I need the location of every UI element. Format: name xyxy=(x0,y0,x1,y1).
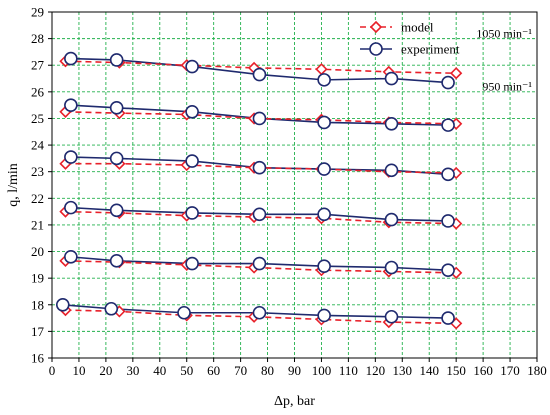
experiment-point xyxy=(64,200,78,215)
speed-group xyxy=(59,150,463,182)
experiment-point xyxy=(317,162,331,176)
experiment-point xyxy=(185,105,199,119)
experiment-point xyxy=(384,116,399,131)
experiment-point xyxy=(384,309,399,324)
x-tick-label: 150 xyxy=(446,363,466,378)
y-tick-label: 17 xyxy=(31,324,45,339)
experiment-point xyxy=(109,151,124,166)
x-tick-label: 140 xyxy=(419,363,439,378)
x-tick-label: 80 xyxy=(261,363,274,378)
speed-label: 1050 min⁻¹ xyxy=(476,26,532,40)
y-tick-label: 24 xyxy=(31,138,45,153)
x-tick-label: 180 xyxy=(527,363,547,378)
x-tick-label: 90 xyxy=(288,363,301,378)
experiment-point xyxy=(185,256,199,271)
experiment-point xyxy=(185,206,199,220)
y-tick-label: 26 xyxy=(31,84,45,99)
y-axis-title: q, l/min xyxy=(6,163,21,207)
x-tick-label: 10 xyxy=(72,363,85,378)
y-tick-label: 22 xyxy=(31,191,44,206)
experiment-point xyxy=(109,101,124,115)
speed-group xyxy=(59,250,463,279)
experiment-point xyxy=(252,207,267,222)
experiment-point xyxy=(317,73,331,87)
experiment-point xyxy=(441,118,455,132)
experiment-point xyxy=(384,71,399,86)
experiment-point xyxy=(317,207,331,222)
x-tick-label: 100 xyxy=(312,363,332,378)
experiment-point xyxy=(55,297,70,312)
y-tick-label: 19 xyxy=(31,271,44,286)
experiment-point xyxy=(109,53,124,67)
x-tick-label: 70 xyxy=(234,363,247,378)
experiment-point xyxy=(252,67,267,82)
x-tick-label: 160 xyxy=(473,363,493,378)
x-tick-label: 110 xyxy=(339,363,358,378)
model-point xyxy=(450,67,463,80)
x-tick-label: 30 xyxy=(126,363,139,378)
model-point xyxy=(315,63,328,76)
experiment-point xyxy=(64,250,78,264)
x-tick-label: 0 xyxy=(49,363,56,378)
experiment-point xyxy=(317,115,331,130)
y-tick-label: 18 xyxy=(31,297,44,312)
y-tick-label: 16 xyxy=(31,351,45,366)
legend-model-label: model xyxy=(401,20,434,35)
experiment-point xyxy=(252,160,267,175)
experiment-point xyxy=(64,150,78,164)
speed-label: 950 min⁻¹ xyxy=(482,80,532,94)
x-tick-label: 60 xyxy=(207,363,220,378)
y-axis-ticks: 16 17 18 19 20 21 22 23 24 25 26 27 28 29 xyxy=(31,5,52,366)
speed-group xyxy=(59,98,463,132)
experiment-point xyxy=(252,305,267,320)
grid xyxy=(52,12,537,358)
x-tick-label: 50 xyxy=(180,363,193,378)
experiment-point xyxy=(64,98,78,112)
x-tick-label: 120 xyxy=(366,363,386,378)
speed-group xyxy=(55,297,463,330)
experiment-point xyxy=(177,305,191,320)
experiment-point xyxy=(317,308,331,323)
experiment-point xyxy=(384,260,399,275)
experiment-point xyxy=(384,212,399,227)
y-tick-label: 27 xyxy=(31,58,45,73)
speed-group xyxy=(59,200,463,230)
experiment-point xyxy=(317,259,331,273)
experiment-point xyxy=(109,254,124,268)
x-tick-label: 130 xyxy=(393,363,413,378)
y-tick-label: 29 xyxy=(31,5,44,20)
legend: model experiment xyxy=(360,20,460,57)
series-layer xyxy=(55,51,463,330)
y-tick-label: 21 xyxy=(31,217,44,232)
experiment-point xyxy=(185,59,199,74)
y-tick-label: 25 xyxy=(31,111,44,126)
experiment-point xyxy=(252,111,267,126)
y-tick-label: 20 xyxy=(31,244,44,259)
y-tick-label: 23 xyxy=(31,164,44,179)
experiment-point xyxy=(441,214,455,228)
experiment-point xyxy=(64,51,78,66)
legend-experiment-label: experiment xyxy=(401,42,460,57)
x-tick-label: 40 xyxy=(153,363,166,378)
speed-labels: 1450 min⁻¹1350 min⁻¹1250 min⁻¹1150 min⁻¹… xyxy=(476,26,532,94)
y-tick-label: 28 xyxy=(31,31,44,46)
model-point xyxy=(369,20,383,34)
x-tick-label: 170 xyxy=(500,363,520,378)
speed-group xyxy=(59,51,463,90)
experiment-point xyxy=(441,311,455,325)
experiment-point xyxy=(441,75,455,90)
x-axis-title: Δp, bar xyxy=(274,394,315,409)
experiment-point xyxy=(441,167,455,182)
experiment-point xyxy=(441,263,455,277)
experiment-point xyxy=(185,154,199,168)
experiment-point xyxy=(104,301,119,316)
x-tick-label: 20 xyxy=(99,363,112,378)
experiment-point xyxy=(109,203,124,218)
experiment-point xyxy=(369,42,383,56)
x-axis-ticks: 0 10 20 30 40 50 60 70 80 90 100 110 120 130 140 150 160… xyxy=(49,358,547,378)
experiment-point xyxy=(384,163,399,178)
experiment-point xyxy=(252,256,267,271)
